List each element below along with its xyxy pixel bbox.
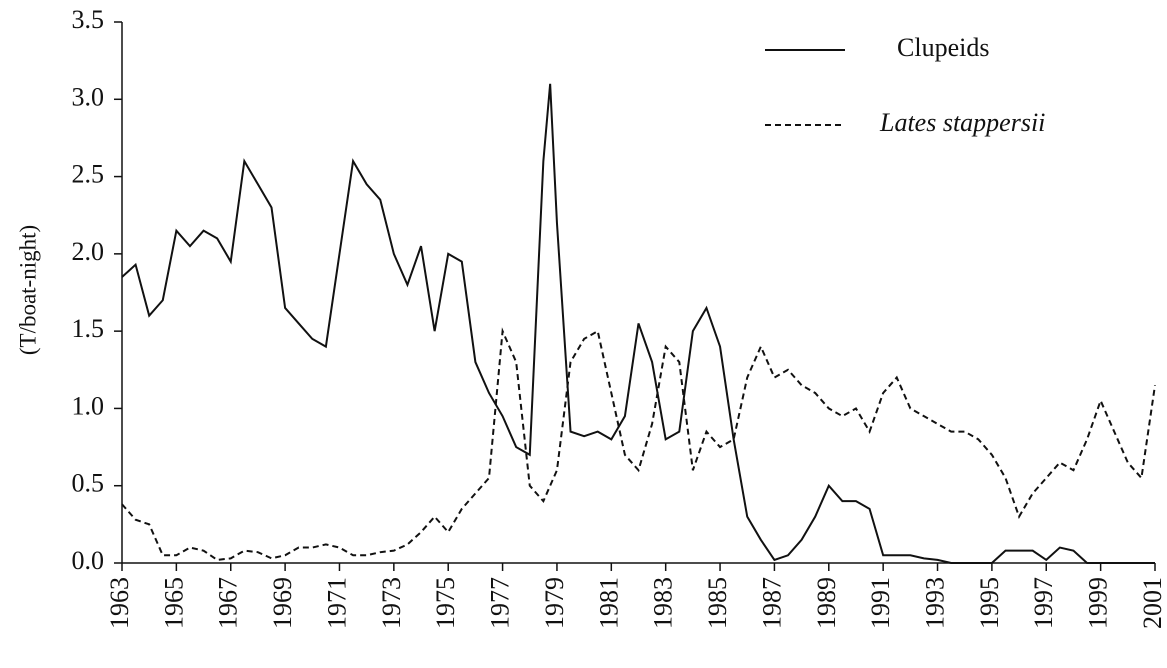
x-tick-label: 1973 xyxy=(377,577,406,629)
x-tick-label: 2001 xyxy=(1138,577,1167,629)
x-tick-label: 1991 xyxy=(866,577,895,629)
x-tick-label: 1987 xyxy=(757,577,786,629)
x-tick-label: 1993 xyxy=(920,577,949,629)
y-tick-label: 2.0 xyxy=(72,237,105,266)
x-tick-label: 1997 xyxy=(1029,577,1058,629)
y-tick-label: 3.5 xyxy=(72,5,105,34)
x-tick-label: 1999 xyxy=(1084,577,1113,629)
x-tick-label: 1981 xyxy=(594,577,623,629)
x-tick-label: 1975 xyxy=(431,577,460,629)
y-tick-label: 2.5 xyxy=(72,160,105,189)
x-tick-label: 1965 xyxy=(159,577,188,629)
x-tick-label: 1983 xyxy=(649,577,678,629)
x-tick-label: 1985 xyxy=(703,577,732,629)
series-line xyxy=(121,327,1156,561)
y-tick-label: 1.0 xyxy=(72,391,105,420)
y-tick-label: 0.0 xyxy=(72,546,105,575)
x-tick-label: 1995 xyxy=(975,577,1004,629)
series-line xyxy=(121,83,1155,564)
y-tick-label: 0.5 xyxy=(72,469,105,498)
x-tick-label: 1969 xyxy=(268,577,297,629)
x-tick-label: 1979 xyxy=(540,577,569,629)
y-tick-label: 1.5 xyxy=(72,314,105,343)
legend-label: Clupeids xyxy=(897,33,989,62)
legend-label: Lates stappersii xyxy=(879,108,1045,137)
x-tick-label: 1963 xyxy=(105,577,134,629)
x-tick-label: 1989 xyxy=(812,577,841,629)
y-tick-label: 3.0 xyxy=(72,82,105,111)
x-tick-label: 1977 xyxy=(486,577,515,629)
y-axis-label: (T/boat-night) xyxy=(15,225,40,355)
x-tick-label: 1971 xyxy=(322,577,351,629)
x-tick-label: 1967 xyxy=(214,577,243,629)
